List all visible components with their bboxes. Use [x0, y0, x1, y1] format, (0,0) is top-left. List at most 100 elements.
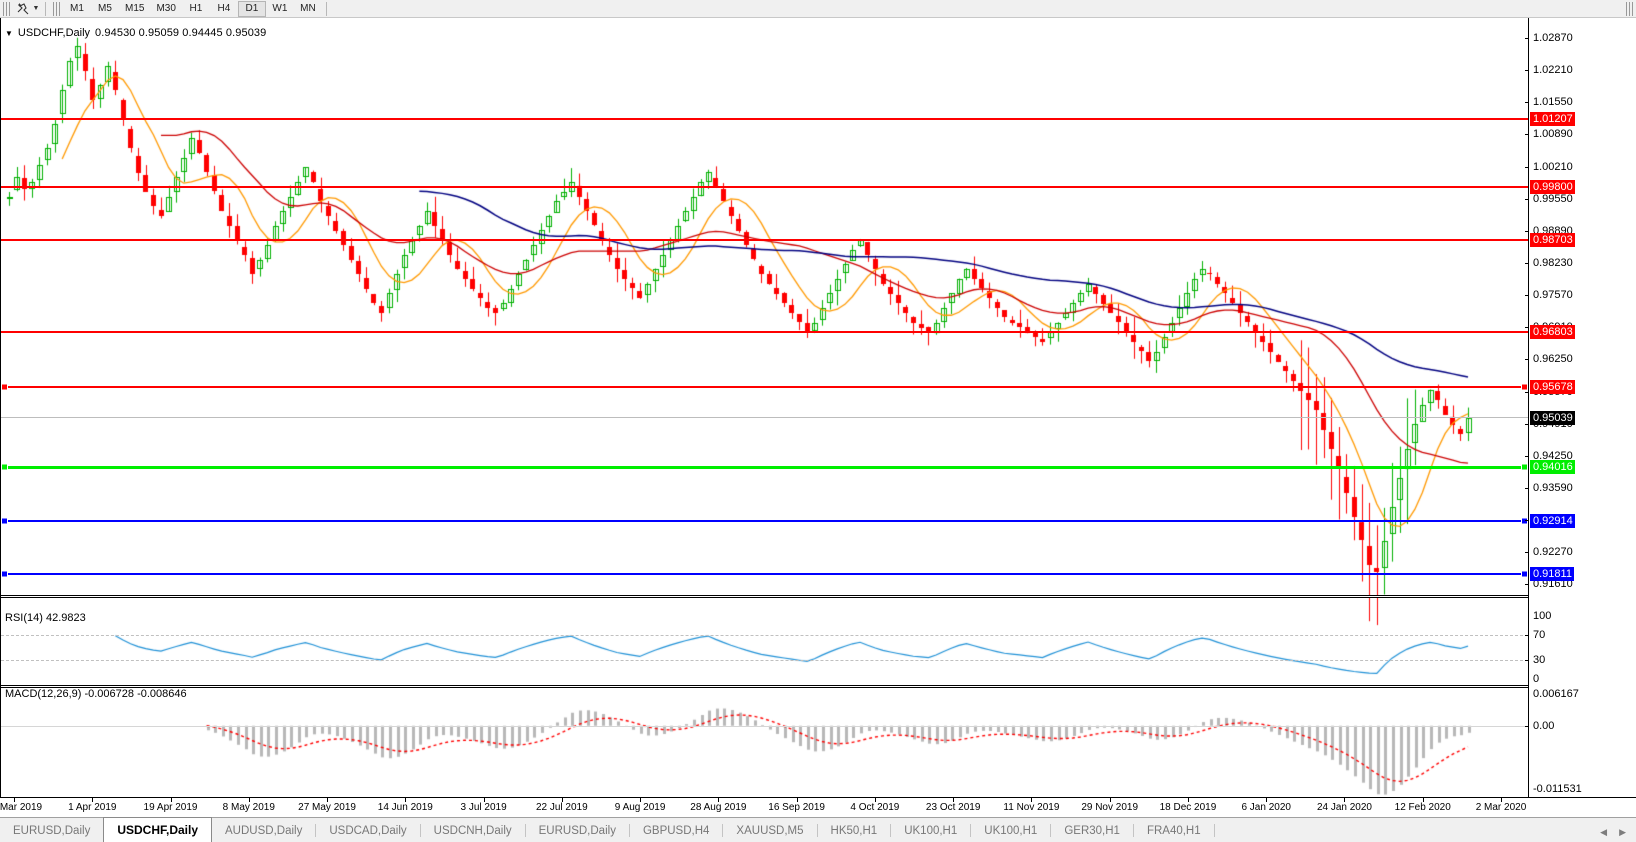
timeframe-m30[interactable]: M30 — [156, 3, 176, 14]
price-level-tag-0.95039[interactable]: 0.95039 — [1530, 410, 1575, 425]
chevron-down-icon[interactable]: ▼ — [32, 5, 40, 12]
tab-divider — [1132, 823, 1134, 837]
tab-fra40-h1[interactable]: FRA40,H1 — [1146, 825, 1201, 837]
price-tick-mark — [1525, 69, 1528, 71]
price-level-tag-1.01207[interactable]: 1.01207 — [1530, 111, 1575, 126]
price-tick-mark — [1525, 551, 1528, 553]
date-tick-label: 4 Oct 2019 — [850, 802, 900, 813]
tab-eurusd-daily[interactable]: EURUSD,Daily — [538, 825, 616, 837]
macd-tick-label: -0.011531 — [1533, 783, 1582, 795]
tab-divider — [816, 823, 818, 837]
tab-ger30-h1[interactable]: GER30,H1 — [1064, 825, 1120, 837]
tab-divider — [722, 823, 724, 837]
tab-uk100-h1[interactable]: UK100,H1 — [904, 825, 958, 837]
support-resistance-line-0.94016[interactable] — [1, 466, 1528, 470]
date-tick-label: 2 Mar 2020 — [1475, 802, 1527, 813]
triangle-down-icon[interactable]: ▼ — [5, 28, 13, 38]
toolbar-right-grip[interactable] — [1626, 1, 1633, 16]
price-level-tag-0.96803[interactable]: 0.96803 — [1530, 325, 1575, 340]
support-resistance-line-0.95039[interactable] — [1, 416, 1528, 418]
price-level-tag-0.91811[interactable]: 0.91811 — [1530, 567, 1574, 582]
support-resistance-line-1.01207[interactable] — [1, 117, 1528, 120]
rsi-indicator-title: RSI(14) 42.9823 — [5, 612, 86, 624]
support-resistance-line-0.92914[interactable] — [1, 519, 1528, 522]
tab-audusd-daily[interactable]: AUDUSD,Daily — [225, 825, 303, 837]
chart-canvas[interactable] — [1, 18, 1528, 797]
line-drag-handle-left[interactable] — [1, 463, 8, 471]
date-tick-mark — [1187, 798, 1189, 802]
price-tick-label: 1.02870 — [1533, 31, 1573, 44]
price-level-tag-0.92914[interactable]: 0.92914 — [1530, 513, 1575, 528]
arrow-left-icon[interactable]: ◀ — [1600, 827, 1608, 837]
timeframe-m5[interactable]: M5 — [98, 3, 112, 14]
line-drag-handle-left[interactable] — [1, 570, 8, 578]
line-drag-handle[interactable] — [1521, 463, 1528, 471]
date-tick-label: 8 May 2019 — [222, 802, 275, 813]
price-scale[interactable]: 1.02870 1.02210 1.01550 1.00890 1.00210 0.995… — [1525, 18, 1636, 797]
date-tick-label: 19 Apr 2019 — [143, 802, 198, 813]
timeframe-h1[interactable]: H1 — [189, 3, 203, 14]
rsi-tick-label: 0 — [1533, 673, 1540, 685]
date-axis[interactable]: 13 Mar 2019 1 Apr 2019 19 Apr 2019 8 May 20… — [0, 797, 1636, 815]
tab-divider — [315, 823, 317, 837]
price-tick-mark — [1525, 230, 1528, 232]
timeframe-m15[interactable]: M15 — [125, 3, 145, 14]
line-drag-handle[interactable] — [1521, 383, 1528, 391]
tab-uk100-h1[interactable]: UK100,H1 — [984, 825, 1038, 837]
chart-plot-region[interactable]: ▼ USDCHF,Daily 0.94530 0.95059 0.94445 0… — [1, 18, 1528, 797]
date-tick-mark — [14, 798, 15, 802]
line-drag-handle-left[interactable] — [1, 517, 8, 525]
date-tick-label: 22 Jul 2019 — [535, 802, 588, 813]
support-resistance-line-0.99800[interactable] — [1, 185, 1528, 188]
date-tick-label: 12 Feb 2020 — [1394, 802, 1451, 813]
timeframe-toolbar: ▼ M1 M5 M15 M30 H1 H4 D1 W1 MN — [0, 0, 1636, 18]
crosshair-icon[interactable] — [15, 1, 31, 17]
timeframe-h4[interactable]: H4 — [217, 3, 231, 14]
tab-usdchf-daily[interactable]: USDCHF,Daily — [103, 817, 213, 842]
line-drag-handle[interactable] — [1521, 570, 1528, 578]
support-resistance-line-0.96803[interactable] — [1, 331, 1528, 334]
date-tick-mark — [1031, 798, 1033, 802]
chart-area[interactable]: ▼ USDCHF,Daily 0.94530 0.95059 0.94445 0… — [0, 18, 1636, 815]
tab-divider — [890, 823, 892, 837]
symbol-info-bar: ▼ USDCHF,Daily 0.94530 0.95059 0.94445 0… — [5, 26, 266, 40]
price-tick-mark — [1525, 358, 1528, 360]
tab-eurusd-daily[interactable]: EURUSD,Daily — [13, 825, 91, 837]
price-level-tag-0.95678[interactable]: 0.95678 — [1530, 379, 1575, 394]
chart-left-border — [0, 18, 1, 797]
price-level-tag-0.99800[interactable]: 0.99800 — [1530, 179, 1575, 194]
price-tick-mark — [1525, 519, 1528, 521]
toolbar-grip[interactable] — [3, 1, 10, 16]
price-level-tag-0.94016[interactable]: 0.94016 — [1530, 460, 1575, 475]
support-resistance-line-0.91811[interactable] — [1, 573, 1528, 576]
price-tick-mark — [1525, 391, 1528, 393]
tab-gbpusd-h4[interactable]: GBPUSD,H4 — [642, 825, 710, 837]
price-tick-mark — [1525, 262, 1528, 264]
tab-divider-end — [1213, 823, 1215, 837]
tab-xauusd-m5[interactable]: XAUUSD,M5 — [736, 825, 804, 837]
support-resistance-line-0.95678[interactable] — [1, 385, 1528, 388]
date-tick-mark — [718, 798, 720, 802]
macd-tick-label: 0.006167 — [1533, 688, 1579, 700]
rsi-tick-label: 70 — [1533, 628, 1546, 641]
date-tick-mark — [953, 798, 955, 802]
price-level-tag-0.98703[interactable]: 0.98703 — [1530, 232, 1575, 247]
line-drag-handle-left[interactable] — [1, 383, 8, 391]
arrow-right-icon[interactable]: ▶ — [1619, 827, 1626, 837]
rsi-tick-mark — [1525, 634, 1528, 636]
tab-divider — [628, 823, 630, 837]
timeframe-grip[interactable] — [53, 1, 60, 16]
symbol-name: USDCHF,Daily — [17, 27, 91, 39]
price-tick-label: 0.99550 — [1533, 192, 1573, 205]
support-resistance-line-0.98703[interactable] — [1, 238, 1528, 241]
tab-hk50-h1[interactable]: HK50,H1 — [830, 825, 878, 837]
timeframe-mn[interactable]: MN — [300, 3, 316, 14]
timeframe-m1[interactable]: M1 — [70, 3, 84, 14]
timeframe-buttons: M1 M5 M15 M30 H1 H4 D1 W1 MN — [63, 0, 322, 18]
tab-usdcnh-daily[interactable]: USDCNH,Daily — [433, 825, 512, 837]
timeframe-d1[interactable]: D1 — [237, 0, 266, 17]
tab-usdcad-daily[interactable]: USDCAD,Daily — [329, 825, 407, 837]
date-tick-mark — [483, 798, 485, 802]
macd-tick-label: 0.00 — [1533, 719, 1555, 732]
timeframe-w1[interactable]: W1 — [272, 3, 288, 14]
